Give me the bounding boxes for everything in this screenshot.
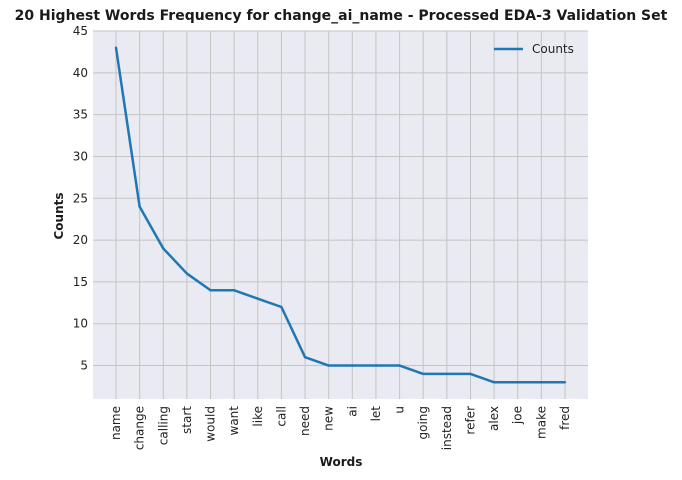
y-tick-label: 40 (73, 66, 88, 80)
data-point (398, 364, 401, 367)
x-tick-label: call (274, 406, 288, 427)
data-point (114, 46, 118, 49)
legend: Counts (494, 42, 574, 56)
x-tick-label: new (322, 406, 336, 431)
y-gridlines (93, 30, 588, 367)
x-tick-labels: name change calling start would want like call n… (109, 406, 572, 451)
data-point (563, 381, 567, 384)
x-tick-label: alex (487, 406, 501, 431)
y-tick-label: 10 (73, 317, 88, 331)
x-tick-label: joe (511, 406, 525, 425)
x-gridlines (115, 31, 566, 399)
x-tick-label: name (109, 406, 123, 440)
x-axis-label: Words (320, 455, 363, 469)
y-tick-label: 20 (73, 233, 88, 247)
y-axis-label: Counts (52, 192, 66, 239)
x-tick-label: make (534, 406, 548, 439)
x-tick-label: calling (156, 406, 170, 445)
data-point (492, 381, 496, 384)
plot-area (93, 31, 588, 399)
data-point (327, 364, 330, 367)
x-tick-label: going (416, 406, 430, 440)
data-point (303, 355, 307, 359)
y-tick-label: 35 (73, 108, 88, 122)
y-tick-labels: 5 10 15 20 25 30 35 40 45 (73, 24, 88, 373)
data-point (422, 372, 425, 376)
chart-title: 20 Highest Words Frequency for change_ai… (15, 8, 668, 24)
data-point (280, 305, 283, 309)
y-tick-label: 30 (73, 149, 88, 163)
data-point (469, 372, 472, 376)
x-tick-label: ai (345, 406, 359, 417)
y-tick-label: 25 (73, 191, 88, 205)
x-tick-label: fred (558, 406, 572, 430)
series-line-counts (114, 47, 565, 384)
x-tick-label: need (298, 406, 312, 436)
data-point (232, 289, 236, 292)
x-tick-label: refer (463, 406, 477, 435)
y-tick-label: 5 (80, 359, 88, 373)
y-tick-label: 15 (73, 275, 88, 289)
x-tick-label: start (180, 406, 194, 434)
data-point (516, 381, 519, 384)
data-point (351, 364, 354, 367)
x-tick-label: would (204, 406, 218, 442)
series-layer (114, 46, 567, 384)
data-point (256, 297, 259, 300)
data-point (445, 372, 449, 376)
y-tick-label: 45 (73, 24, 88, 38)
data-point (162, 247, 165, 250)
x-tick-label: instead (440, 406, 454, 450)
x-tick-label: u (393, 406, 407, 414)
x-tick-label: like (251, 406, 265, 427)
data-point (540, 381, 543, 384)
data-point (374, 364, 378, 367)
x-tick-label: want (227, 406, 241, 436)
data-point (185, 272, 189, 275)
data-point (209, 289, 212, 292)
data-point (138, 205, 141, 208)
x-tick-label: let (369, 406, 383, 422)
x-tick-label: change (133, 406, 147, 450)
legend-label-counts: Counts (532, 42, 574, 56)
